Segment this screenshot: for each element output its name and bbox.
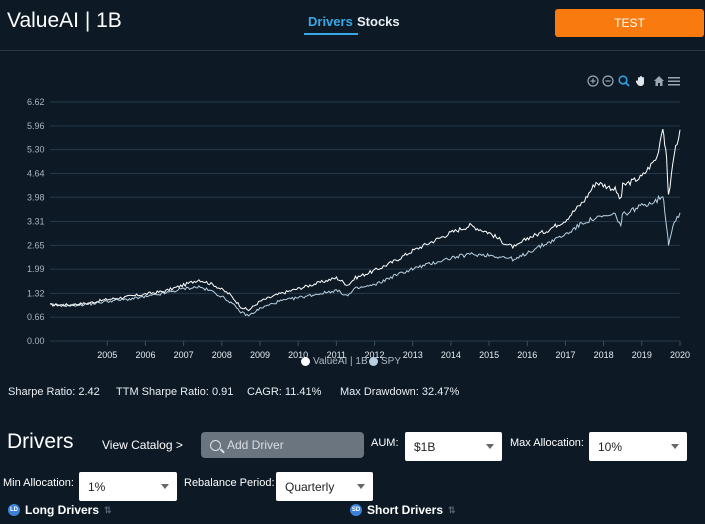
chevron-down-icon: [671, 444, 679, 449]
y-tick-label: 5.30: [27, 145, 45, 155]
short-drivers-header[interactable]: SD Short Drivers ⇅: [350, 503, 456, 517]
zoom-in-icon[interactable]: [586, 74, 599, 87]
sort-icon[interactable]: ⇅: [104, 504, 112, 515]
x-tick-label: 2019: [632, 350, 652, 360]
stat-label: CAGR:: [247, 386, 282, 398]
x-tick-label: 2017: [555, 350, 575, 360]
y-tick-label: 1.32: [27, 288, 45, 298]
x-tick-label: 2013: [403, 350, 423, 360]
aum-value: $1B: [414, 439, 436, 454]
long-drivers-badge: LD: [8, 504, 20, 516]
stat-value: 11.41%: [284, 386, 322, 398]
menu-icon[interactable]: [667, 74, 680, 87]
x-tick-label: 2008: [212, 350, 232, 360]
home-icon[interactable]: [652, 74, 665, 87]
x-tick-label: 2007: [174, 350, 194, 360]
legend-marker-valueai: [301, 357, 310, 366]
tab-stocks[interactable]: Stocks: [357, 14, 400, 29]
short-drivers-label: Short Drivers: [367, 503, 444, 517]
page-title: ValueAI | 1B: [7, 9, 122, 32]
x-tick-label: 2010: [288, 350, 308, 360]
stat-sharpe: Sharpe Ratio: 2.42: [8, 386, 100, 398]
series-line-valueai[interactable]: [50, 128, 681, 312]
legend-marker-spy: [369, 357, 378, 366]
x-tick-label: 2020: [670, 350, 690, 360]
stat-label: Max Drawdown:: [340, 386, 419, 398]
y-tick-label: 3.31: [27, 217, 45, 227]
y-tick-label: 6.62: [27, 97, 45, 107]
stat-max-drawdown: Max Drawdown: 32.47%: [340, 386, 459, 398]
legend-item-valueai[interactable]: ValueAI | 1B: [301, 356, 368, 367]
y-tick-label: 2.65: [27, 240, 45, 250]
chevron-down-icon: [486, 444, 494, 449]
view-catalog-link[interactable]: View Catalog >: [102, 438, 183, 452]
x-tick-label: 2015: [479, 350, 499, 360]
stat-ttm-sharpe: TTM Sharpe Ratio: 0.91: [116, 386, 233, 398]
rebalance-period-value: Quarterly: [285, 479, 335, 494]
series-line-spy[interactable]: [49, 194, 681, 317]
max-allocation-label: Max Allocation:: [510, 437, 584, 449]
drivers-heading: Drivers: [7, 430, 74, 453]
aum-select[interactable]: $1B: [405, 432, 502, 461]
chevron-down-icon: [161, 484, 169, 489]
rebalance-period-label: Rebalance Period:: [184, 477, 275, 489]
test-button[interactable]: TEST: [555, 9, 704, 37]
x-tick-label: 2016: [517, 350, 537, 360]
legend-item-spy[interactable]: SPY: [369, 356, 401, 367]
performance-chart: 0.00 0.66 1.32 1.99 2.65 3.31 3.98 4.64 5.30 5.96…: [27, 97, 690, 360]
y-tick-label: 3.98: [27, 192, 45, 202]
y-tick-label: 0.00: [27, 336, 45, 346]
legend-label-spy: SPY: [381, 356, 402, 367]
stat-label: Sharpe Ratio:: [8, 386, 76, 398]
long-drivers-label: Long Drivers: [25, 503, 100, 517]
zoom-select-icon[interactable]: [617, 74, 630, 87]
x-tick-label: 2012: [365, 350, 385, 360]
aum-label: AUM:: [371, 437, 399, 449]
rebalance-period-select[interactable]: Quarterly: [276, 472, 373, 501]
min-allocation-label: Min Allocation:: [3, 477, 74, 489]
zoom-out-icon[interactable]: [601, 74, 614, 87]
x-tick-label: 2018: [594, 350, 614, 360]
x-tick-label: 2006: [135, 350, 155, 360]
y-tick-label: 1.99: [27, 264, 45, 274]
short-drivers-badge: SD: [350, 504, 362, 516]
add-driver-field[interactable]: [201, 432, 364, 458]
max-allocation-value: 10%: [598, 439, 623, 454]
legend-label-valueai: ValueAI | 1B: [313, 356, 368, 367]
pan-hand-icon[interactable]: [634, 74, 647, 87]
max-allocation-select[interactable]: 10%: [589, 432, 687, 461]
stat-value: 0.91: [211, 386, 234, 398]
stat-cagr: CAGR: 11.41%: [247, 386, 321, 398]
y-tick-label: 0.66: [27, 312, 45, 322]
y-tick-label: 5.96: [27, 121, 45, 131]
x-tick-label: 2014: [441, 350, 461, 360]
sort-icon[interactable]: ⇅: [448, 504, 456, 515]
x-tick-label: 2009: [250, 350, 270, 360]
add-driver-input[interactable]: [227, 438, 357, 452]
x-tick-label: 2011: [327, 350, 346, 360]
x-tick-label: 2005: [97, 350, 117, 360]
top-header: ValueAI | 1B Drivers Stocks TEST: [0, 0, 705, 51]
stat-value: 32.47%: [421, 386, 460, 398]
y-tick-label: 4.64: [27, 168, 45, 178]
stat-label: TTM Sharpe Ratio:: [116, 386, 209, 398]
search-icon: [210, 439, 221, 451]
long-drivers-header[interactable]: LD Long Drivers ⇅: [8, 503, 112, 517]
min-allocation-select[interactable]: 1%: [79, 472, 177, 501]
tab-drivers[interactable]: Drivers: [304, 14, 358, 35]
chevron-down-icon: [357, 484, 365, 489]
stat-value: 2.42: [78, 386, 100, 398]
min-allocation-value: 1%: [88, 479, 106, 494]
